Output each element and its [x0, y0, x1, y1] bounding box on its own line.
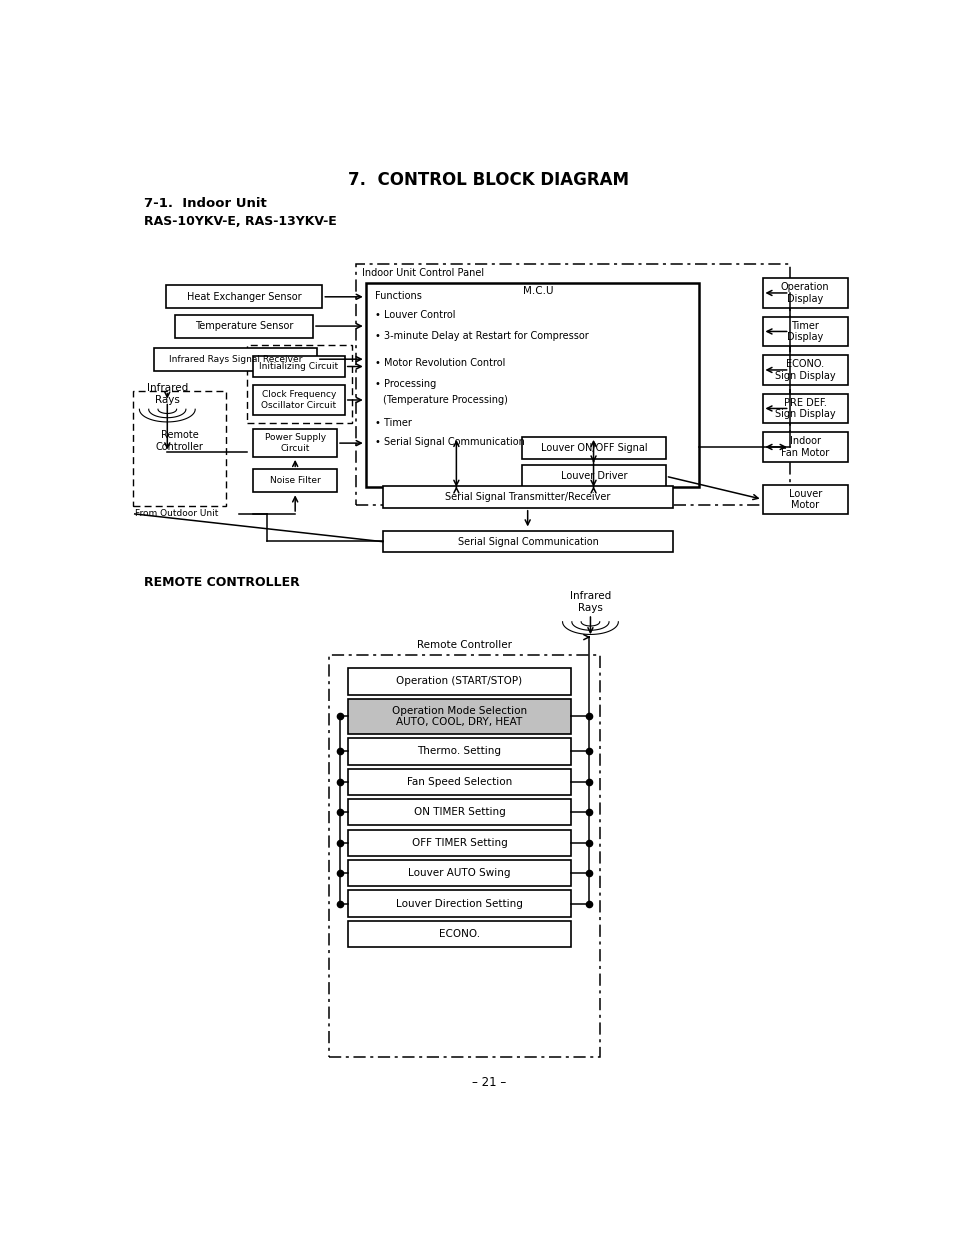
Text: Functions: Functions — [375, 290, 421, 300]
Bar — [348, 799, 571, 825]
Text: • Motor Revolution Control: • Motor Revolution Control — [375, 358, 505, 368]
Bar — [348, 699, 571, 734]
Text: Remote
Controller: Remote Controller — [155, 430, 203, 452]
Text: Indoor Unit Control Panel: Indoor Unit Control Panel — [361, 268, 483, 278]
Text: Operation Mode Selection
AUTO, COOL, DRY, HEAT: Operation Mode Selection AUTO, COOL, DRY… — [392, 705, 526, 727]
Text: RAS-10YKV-E, RAS-13YKV-E: RAS-10YKV-E, RAS-13YKV-E — [144, 215, 336, 228]
Text: • 3-minute Delay at Restart for Compressor: • 3-minute Delay at Restart for Compress… — [375, 331, 588, 341]
Text: REMOTE CONTROLLER: REMOTE CONTROLLER — [144, 576, 299, 589]
Bar — [761, 432, 847, 462]
Text: ECONO.: ECONO. — [438, 929, 479, 939]
Text: Infrared
Rays: Infrared Rays — [569, 592, 611, 613]
Text: Operation (START/STOP): Operation (START/STOP) — [396, 677, 522, 687]
Text: Infrared
Rays: Infrared Rays — [147, 383, 188, 405]
Text: • Serial Signal Communication: • Serial Signal Communication — [375, 437, 524, 447]
Bar — [247, 345, 352, 424]
Text: • Louver Control: • Louver Control — [375, 310, 455, 320]
Bar — [521, 466, 665, 487]
Text: Heat Exchanger Sensor: Heat Exchanger Sensor — [187, 291, 301, 301]
Text: M.C.U: M.C.U — [522, 287, 553, 296]
Text: Louver Direction Setting: Louver Direction Setting — [395, 899, 522, 909]
Text: Louver Driver: Louver Driver — [560, 472, 626, 482]
Bar — [761, 317, 847, 346]
Bar — [761, 278, 847, 308]
Text: Power Supply
Circuit: Power Supply Circuit — [264, 433, 325, 453]
Text: 7.  CONTROL BLOCK DIAGRAM: 7. CONTROL BLOCK DIAGRAM — [348, 172, 629, 189]
Bar — [355, 264, 789, 505]
Text: Operation
Display: Operation Display — [780, 282, 828, 304]
Text: OFF TIMER Setting: OFF TIMER Setting — [411, 837, 507, 847]
Text: Initializing Circuit: Initializing Circuit — [259, 362, 338, 370]
Bar — [348, 769, 571, 795]
Bar — [133, 390, 226, 506]
Bar — [382, 487, 673, 508]
Text: PRE DEF.
Sign Display: PRE DEF. Sign Display — [774, 398, 835, 419]
Bar — [348, 860, 571, 887]
Bar — [382, 531, 673, 552]
Bar — [761, 356, 847, 384]
Text: Fan Speed Selection: Fan Speed Selection — [406, 777, 512, 787]
Bar — [761, 394, 847, 424]
Text: Noise Filter: Noise Filter — [270, 477, 320, 485]
Bar — [348, 668, 571, 694]
Text: Remote Controller: Remote Controller — [416, 640, 511, 651]
Bar — [166, 285, 322, 309]
Text: • Processing: • Processing — [375, 379, 436, 389]
Text: ECONO.
Sign Display: ECONO. Sign Display — [774, 359, 835, 380]
Text: Clock Frequency
Oscillator Circuit: Clock Frequency Oscillator Circuit — [261, 390, 336, 410]
Bar — [521, 437, 665, 458]
Text: Indoor
Fan Motor: Indoor Fan Motor — [781, 436, 828, 458]
Text: Timer
Display: Timer Display — [786, 321, 822, 342]
Bar — [348, 739, 571, 764]
Text: • Timer: • Timer — [375, 417, 412, 427]
Text: Louver ON/OFF Signal: Louver ON/OFF Signal — [540, 442, 646, 453]
Bar — [253, 469, 336, 493]
Text: Temperature Sensor: Temperature Sensor — [194, 321, 293, 331]
Bar — [761, 484, 847, 514]
Text: Serial Signal Transmitter/Receiver: Serial Signal Transmitter/Receiver — [445, 492, 610, 501]
Text: ON TIMER Setting: ON TIMER Setting — [414, 808, 505, 818]
Text: Infrared Rays Signal Receiver: Infrared Rays Signal Receiver — [169, 354, 302, 363]
Text: Louver
Motor: Louver Motor — [788, 489, 821, 510]
Bar — [348, 830, 571, 856]
Text: Louver AUTO Swing: Louver AUTO Swing — [408, 868, 510, 878]
Text: Serial Signal Communication: Serial Signal Communication — [457, 537, 598, 547]
Text: From Outdoor Unit: From Outdoor Unit — [134, 510, 218, 519]
Bar — [174, 315, 313, 337]
Bar — [328, 655, 599, 1057]
Bar — [253, 430, 336, 457]
Bar — [253, 356, 344, 377]
Text: Thermo. Setting: Thermo. Setting — [417, 746, 501, 757]
Text: 7-1.  Indoor Unit: 7-1. Indoor Unit — [144, 196, 267, 210]
Bar — [253, 384, 344, 415]
Bar — [365, 283, 699, 487]
Bar — [348, 921, 571, 947]
Bar — [154, 347, 316, 370]
Text: – 21 –: – 21 – — [472, 1076, 505, 1089]
Bar — [348, 890, 571, 916]
Text: (Temperature Processing): (Temperature Processing) — [382, 395, 507, 405]
